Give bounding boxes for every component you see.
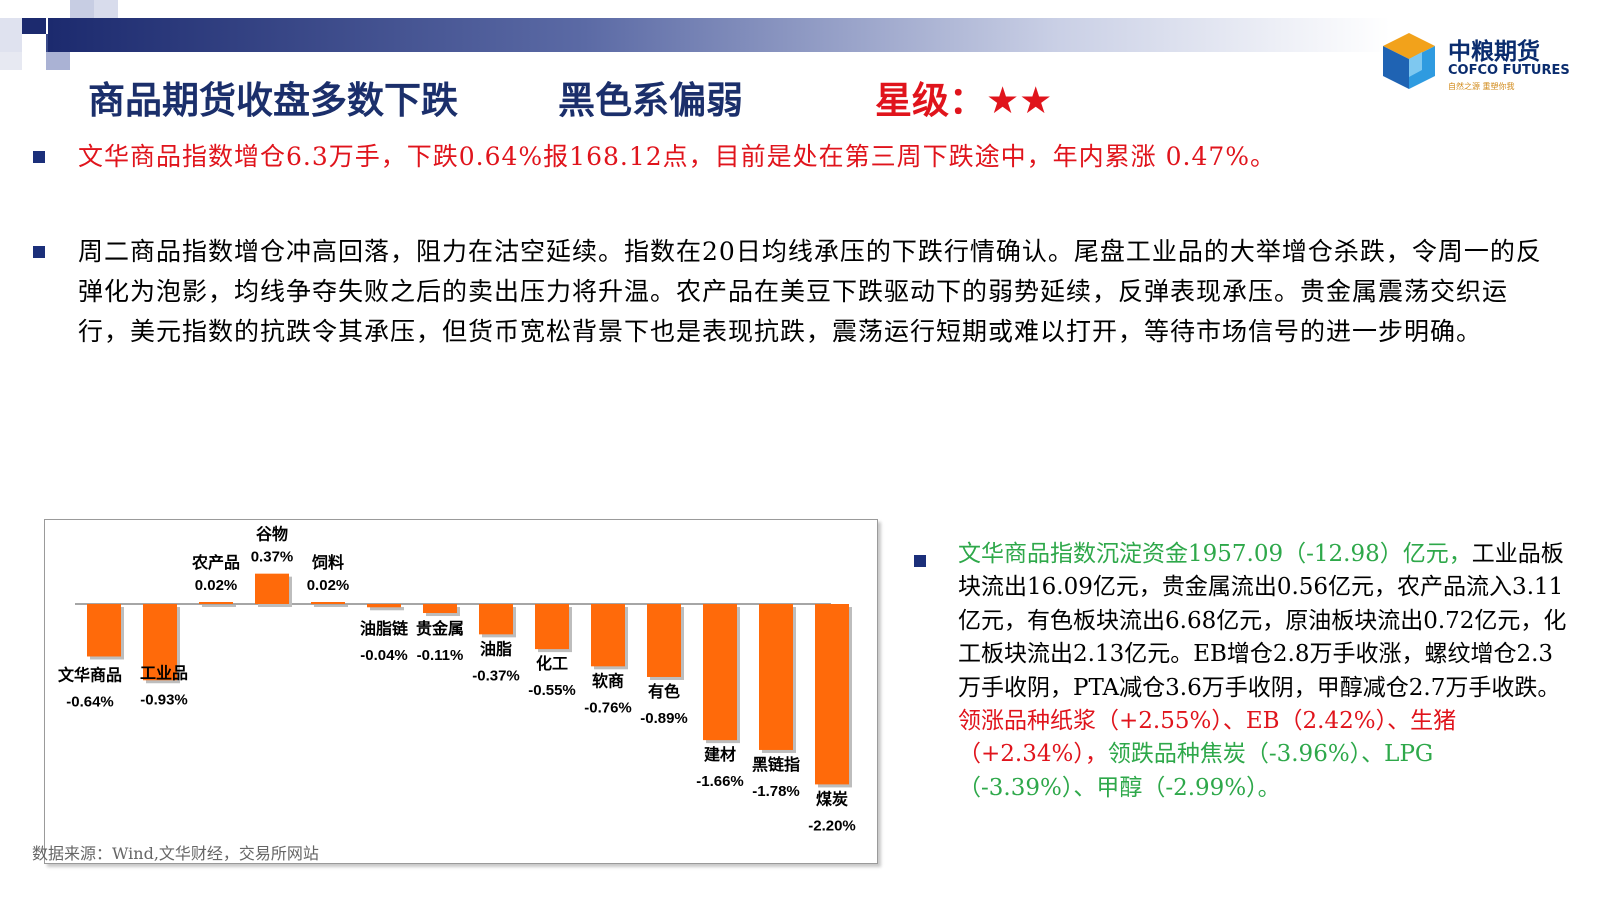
category-label: 建材 <box>704 745 736 764</box>
bar-煤炭 <box>815 604 849 785</box>
title-gradient-bar <box>48 18 1390 52</box>
category-label: 煤炭 <box>816 789 848 808</box>
bar-shadow <box>314 605 348 607</box>
value-label: 0.37% <box>251 549 294 566</box>
value-label: -0.93% <box>140 691 188 708</box>
bullet-marker <box>33 151 45 163</box>
category-label: 黑链指 <box>752 755 800 774</box>
value-label: 0.02% <box>307 577 350 594</box>
category-label: 化工 <box>536 654 568 673</box>
fund-flow-lead: 文华商品指数沉淀资金1957.09（-12.98）亿元， <box>958 541 1472 567</box>
category-label: 农产品 <box>191 553 240 572</box>
value-label: -0.04% <box>360 647 408 664</box>
category-label: 饲料 <box>311 553 344 572</box>
value-label: -1.78% <box>752 783 800 800</box>
logo-slogan: 自然之源 重塑你我 <box>1448 82 1515 91</box>
bar-化工 <box>535 604 569 650</box>
bullet-marker <box>914 555 926 567</box>
value-label: -2.20% <box>808 817 856 834</box>
bar-shadow <box>370 607 404 611</box>
bar-谷物 <box>255 573 289 604</box>
bar-贵金属 <box>423 604 457 614</box>
page-title: 商品期货收盘多数下跌 <box>88 79 458 122</box>
bar-shadow <box>202 605 236 607</box>
bar-chart-svg: 文华商品 -0.64% 工业品 -0.93% 农产品 0.02% 谷物 0.37% 饲料 0.02… <box>58 525 856 835</box>
top-losers: 领跌品种焦炭（-3.96%）、LPG（-3.39%）、甲醇（-2.99%）。 <box>958 741 1434 801</box>
value-label: -0.37% <box>472 667 520 684</box>
category-label: 贵金属 <box>416 619 464 638</box>
fund-flow-body: 工业品板块流出16.09亿元，贵金属流出0.56亿元，农产品流入3.11亿元，有… <box>958 541 1567 701</box>
value-label: -0.89% <box>640 710 688 727</box>
fund-flow-paragraph: 文华商品指数沉淀资金1957.09（-12.98）亿元，工业品板块流出16.09… <box>958 538 1568 805</box>
category-label: 软商 <box>592 671 624 690</box>
value-label: -0.55% <box>528 682 576 699</box>
value-label: -0.76% <box>584 699 632 716</box>
bar-油脂 <box>479 604 513 635</box>
top-gainers: 领涨品种纸浆（+2.55%）、EB（2.42%）、生猪（+2.34%）， <box>958 708 1457 768</box>
bar-黑链指 <box>759 604 793 750</box>
category-label: 油脂链 <box>360 619 409 638</box>
bar-工业品 <box>143 604 177 681</box>
bullet-marker <box>33 246 45 258</box>
category-label: 工业品 <box>140 663 188 682</box>
category-label: 谷物 <box>256 525 288 544</box>
bar-农产品 <box>199 602 233 604</box>
sector-change-chart: 文华商品 -0.64% 工业品 -0.93% 农产品 0.02% 谷物 0.37% 饲料 0.02… <box>44 519 878 864</box>
company-logo: 中粮期货 COFCO FUTURES 自然之源 重塑你我 <box>1378 30 1588 100</box>
summary-paragraph: 文华商品指数增仓6.3万手，下跌0.64%报168.12点，目前是处在第三周下跌… <box>78 142 1277 171</box>
value-label: 0.02% <box>195 577 238 594</box>
data-source-note: 数据来源：Wind,文华财经，交易所网站 <box>32 844 319 863</box>
cube-logo-icon <box>1383 33 1435 89</box>
logo-name-en: COFCO FUTURES <box>1448 63 1570 78</box>
value-label: -0.64% <box>66 693 114 710</box>
bar-软商 <box>591 604 625 667</box>
value-label: -0.11% <box>417 647 464 664</box>
bar-文华商品 <box>87 604 121 657</box>
analysis-paragraph: 周二商品指数增仓冲高回落，阻力在沽空延续。指数在20日均线承压的下跌行情确认。尾… <box>78 237 1542 346</box>
bar-建材 <box>703 604 737 741</box>
bar-有色 <box>647 604 681 677</box>
bar-饲料 <box>311 602 345 604</box>
logo-name-cn: 中粮期货 <box>1448 39 1540 65</box>
bar-油脂链 <box>367 604 401 608</box>
rating-stars: 星级：★★ <box>875 79 1053 122</box>
category-label: 文华商品 <box>58 665 122 684</box>
category-label: 有色 <box>648 682 680 701</box>
category-label: 油脂 <box>480 639 512 658</box>
value-label: -1.66% <box>696 773 744 790</box>
page-subtitle: 黑色系偏弱 <box>558 79 743 122</box>
